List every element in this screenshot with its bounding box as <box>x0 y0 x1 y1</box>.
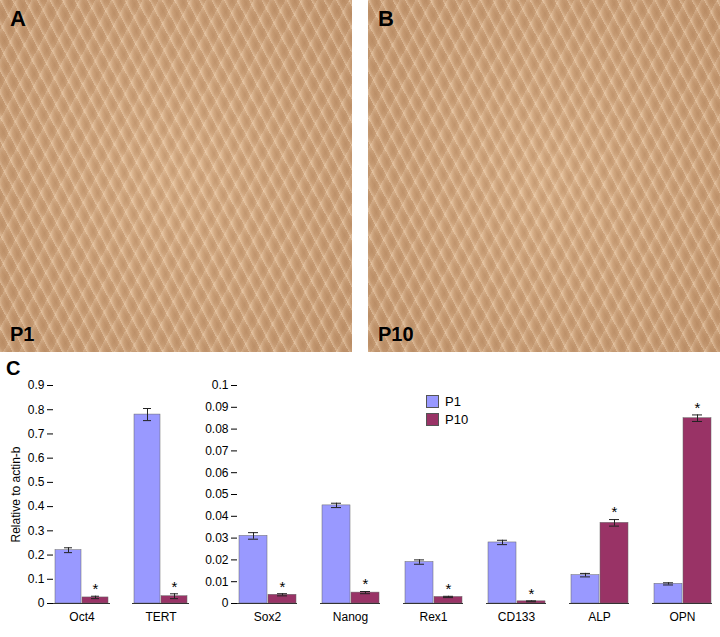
svg-text:Relative to actin-b: Relative to actin-b <box>9 446 23 542</box>
svg-text:OPN: OPN <box>669 610 695 624</box>
svg-text:0.03: 0.03 <box>205 531 229 545</box>
svg-text:0: 0 <box>38 596 45 610</box>
svg-text:0.7: 0.7 <box>28 427 45 441</box>
svg-text:ALP: ALP <box>588 610 611 624</box>
svg-text:0.9: 0.9 <box>28 378 45 392</box>
svg-text:*: * <box>172 578 178 595</box>
svg-text:*: * <box>529 585 535 602</box>
svg-text:0.09: 0.09 <box>205 400 229 414</box>
svg-text:0.02: 0.02 <box>205 553 229 567</box>
svg-text:Nanog: Nanog <box>333 610 368 624</box>
svg-text:*: * <box>446 580 452 597</box>
svg-text:Rex1: Rex1 <box>419 610 447 624</box>
html-text:B: B <box>378 6 394 31</box>
svg-text:0.6: 0.6 <box>28 451 45 465</box>
svg-text:0.4: 0.4 <box>28 499 45 513</box>
svg-text:*: * <box>363 575 369 592</box>
svg-text:0.04: 0.04 <box>205 509 229 523</box>
html-text:C: C <box>6 357 21 379</box>
svg-text:0.07: 0.07 <box>205 444 229 458</box>
svg-text:0.8: 0.8 <box>28 403 45 417</box>
svg-text:0.06: 0.06 <box>205 466 229 480</box>
svg-text:Sox2: Sox2 <box>254 610 282 624</box>
svg-text:*: * <box>93 580 99 597</box>
html-text:P10: P10 <box>378 323 414 345</box>
svg-text:*: * <box>280 577 286 594</box>
html-text:P10: P10 <box>445 412 469 427</box>
svg-text:0.08: 0.08 <box>205 422 229 436</box>
html-text:A: A <box>10 6 26 31</box>
svg-text:CD133: CD133 <box>498 610 536 624</box>
svg-text:0: 0 <box>222 596 229 610</box>
svg-text:Oct4: Oct4 <box>69 610 95 624</box>
svg-text:0.5: 0.5 <box>28 475 45 489</box>
html-text:P1: P1 <box>445 394 461 409</box>
svg-text:0.3: 0.3 <box>28 524 45 538</box>
svg-text:0.2: 0.2 <box>28 548 45 562</box>
svg-text:0.1: 0.1 <box>212 378 229 392</box>
svg-text:0.01: 0.01 <box>205 575 229 589</box>
svg-text:0.05: 0.05 <box>205 487 229 501</box>
svg-text:*: * <box>612 503 618 520</box>
html-text:P1: P1 <box>10 323 35 345</box>
svg-text:0.1: 0.1 <box>28 572 45 586</box>
svg-text:TERT: TERT <box>145 610 177 624</box>
svg-text:*: * <box>695 399 701 416</box>
